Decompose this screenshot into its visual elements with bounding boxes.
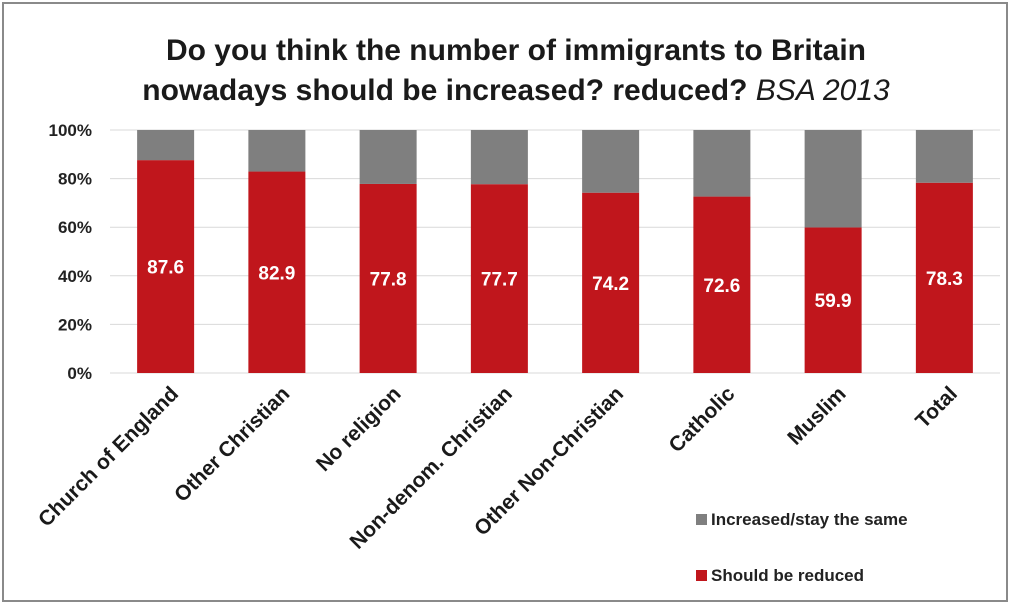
data-label: 72.6: [703, 276, 740, 297]
bar-increased: [248, 130, 306, 172]
data-label: 77.7: [481, 270, 518, 291]
bar-reduced: [804, 227, 862, 373]
bar-increased: [359, 130, 417, 184]
data-label: 87.6: [147, 258, 184, 279]
bar-reduced: [470, 184, 528, 373]
data-label: 74.2: [592, 274, 629, 295]
bar-increased: [470, 130, 528, 185]
legend-swatch: [696, 570, 707, 581]
y-tick-label: 20%: [58, 315, 92, 334]
bar-reduced: [693, 196, 751, 373]
data-label: 82.9: [258, 263, 295, 284]
data-label: 77.8: [370, 269, 407, 290]
legend-label: Should be reduced: [711, 566, 864, 585]
legend: Increased/stay the same Should be reduced: [696, 510, 908, 585]
legend-swatch: [696, 514, 707, 525]
bar-reduced: [359, 183, 417, 373]
chart-title-line-2: nowadays should be increased? reduced? B…: [142, 74, 890, 107]
bar-increased: [915, 130, 973, 183]
gridlines: [110, 129, 1000, 374]
data-label: 78.3: [926, 269, 963, 290]
bar-reduced: [582, 192, 640, 373]
category-label: Total: [911, 382, 962, 433]
bar-reduced: [137, 160, 195, 373]
bars: [137, 130, 973, 373]
category-label: Other Christian: [170, 382, 294, 506]
category-label: Muslim: [783, 382, 850, 449]
bar-reduced: [248, 171, 306, 373]
legend-label: Increased/stay the same: [711, 510, 908, 529]
chart-title-suffix: BSA 2013: [756, 74, 890, 107]
chart-title-line-1: Do you think the number of immigrants to…: [166, 34, 866, 67]
y-tick-label: 0%: [67, 364, 92, 383]
y-tick-label: 40%: [58, 267, 92, 286]
data-label: 59.9: [815, 291, 852, 312]
bar-reduced: [915, 182, 973, 373]
y-tick-label: 100%: [49, 121, 92, 140]
data-labels: 87.6 82.9 77.8 77.7 74.2 72.6 59.9 78.3: [147, 258, 963, 313]
category-label: No religion: [312, 382, 406, 476]
bar-increased: [582, 130, 640, 193]
bar-increased: [137, 130, 195, 161]
category-label: Catholic: [665, 382, 740, 457]
y-tick-label: 60%: [58, 218, 92, 237]
bar-increased: [693, 130, 751, 197]
category-label: Church of England: [34, 382, 183, 531]
bar-increased: [804, 130, 862, 228]
y-tick-label: 80%: [58, 170, 92, 189]
y-axis-ticks: 0% 20% 40% 60% 80% 100%: [49, 121, 92, 383]
chart-title-main-2: nowadays should be increased? reduced?: [142, 74, 747, 107]
